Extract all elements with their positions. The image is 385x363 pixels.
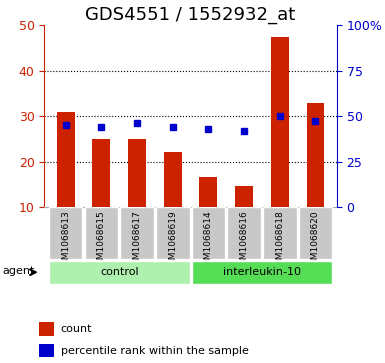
- FancyBboxPatch shape: [192, 261, 332, 284]
- Text: GSM1068617: GSM1068617: [132, 210, 142, 271]
- Bar: [57, 112, 75, 207]
- Text: GSM1068614: GSM1068614: [204, 210, 213, 271]
- FancyBboxPatch shape: [49, 261, 189, 284]
- Bar: [235, 187, 253, 207]
- Bar: [306, 102, 325, 207]
- Text: GSM1068613: GSM1068613: [61, 210, 70, 271]
- Text: count: count: [60, 324, 92, 334]
- Text: control: control: [100, 267, 139, 277]
- FancyBboxPatch shape: [192, 207, 225, 259]
- Bar: [38, 344, 54, 357]
- Bar: [164, 152, 182, 207]
- Text: GSM1068615: GSM1068615: [97, 210, 106, 271]
- FancyBboxPatch shape: [120, 207, 154, 259]
- FancyBboxPatch shape: [49, 207, 82, 259]
- FancyBboxPatch shape: [85, 207, 118, 259]
- Text: GSM1068618: GSM1068618: [275, 210, 284, 271]
- Text: interleukin-10: interleukin-10: [223, 267, 301, 277]
- FancyBboxPatch shape: [263, 207, 296, 259]
- FancyBboxPatch shape: [299, 207, 332, 259]
- Bar: [199, 178, 218, 207]
- FancyBboxPatch shape: [156, 207, 189, 259]
- Text: agent: agent: [2, 266, 35, 276]
- Bar: [38, 322, 54, 336]
- Bar: [92, 139, 110, 207]
- Bar: [128, 139, 146, 207]
- Text: GSM1068616: GSM1068616: [239, 210, 249, 271]
- Text: GSM1068620: GSM1068620: [311, 210, 320, 271]
- Bar: [271, 37, 289, 207]
- Text: percentile rank within the sample: percentile rank within the sample: [60, 346, 248, 356]
- FancyBboxPatch shape: [227, 207, 261, 259]
- Text: GSM1068619: GSM1068619: [168, 210, 177, 271]
- Title: GDS4551 / 1552932_at: GDS4551 / 1552932_at: [85, 6, 296, 24]
